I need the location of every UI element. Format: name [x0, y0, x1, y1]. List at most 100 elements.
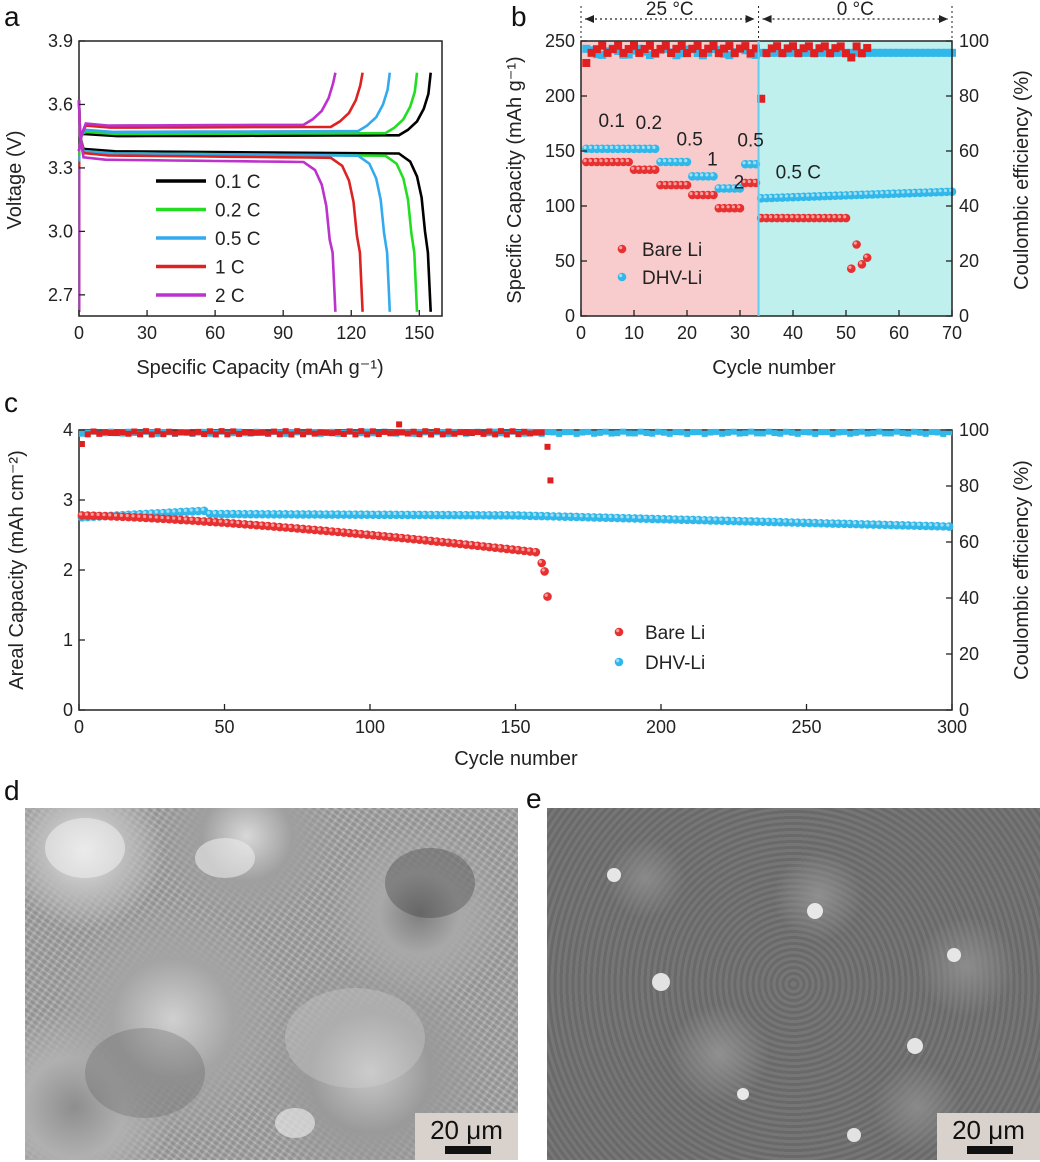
chart-c-series-group: [77, 421, 954, 601]
capacity-dhv-point-shine: [224, 511, 228, 515]
ce-bare-square: [842, 49, 850, 58]
capacity-bare-point-shine: [160, 515, 164, 520]
legend-marker-shine: [619, 246, 623, 250]
capacity-dhv-point-shine: [282, 511, 286, 515]
legend-marker: [614, 627, 624, 637]
capacity-bare-point-shine: [451, 540, 455, 544]
capacity-dhv-point-shine: [602, 514, 607, 518]
ce-bare-square: [836, 42, 845, 51]
ce-dhv-square: [625, 430, 632, 437]
ce-dhv-square: [759, 430, 766, 437]
x-tick-label: 30: [137, 323, 157, 343]
ce-bare-square: [688, 44, 697, 53]
capacity-dhv-point-shine: [933, 189, 937, 193]
chart-b-frame: [580, 40, 953, 317]
y-tick-label: 3.3: [48, 158, 73, 178]
ce-dhv-square: [720, 49, 729, 58]
capacity-bare-point-shine: [715, 205, 720, 209]
ce-bare-square: [810, 49, 819, 58]
capacity-dhv-point-shine: [800, 193, 804, 198]
ce-dhv-square: [684, 430, 691, 437]
capacity-bare-point-shine: [305, 526, 310, 530]
y-right-tick-label: 20: [959, 251, 979, 271]
scale-bar-e-line: [967, 1146, 1013, 1154]
ce-bare-square: [201, 431, 208, 438]
capacity-bare-tail-point-shine: [538, 560, 542, 564]
ce-bare-square: [276, 431, 283, 438]
capacity-bare-point-shine: [509, 546, 513, 550]
ce-bare-square: [603, 48, 612, 57]
x-tick-label: 20: [677, 323, 697, 343]
ce-dhv-square: [870, 430, 877, 437]
capacity-dhv-point-shine: [439, 512, 444, 516]
ce-bare-square: [762, 49, 771, 58]
capacity-dhv-point-shine: [784, 194, 789, 198]
capacity-bare-point-shine: [300, 525, 304, 530]
discharge-curve-0.5C: [77, 100, 392, 312]
ce-bare-square: [820, 42, 829, 51]
capacity-bare-point-shine: [282, 524, 286, 528]
capacity-dhv-point-shine: [893, 522, 898, 526]
capacity-bare-point-shine: [288, 524, 292, 529]
ce-bare-square: [857, 49, 866, 58]
ce-bare-square: [757, 94, 766, 103]
ce-bare-square: [433, 428, 440, 435]
capacity-bare-point-shine: [183, 517, 187, 521]
ce-bare-square: [704, 44, 713, 53]
sem-image-bare-li: 20 μm: [25, 808, 518, 1160]
scale-bar-e: 20 μm: [937, 1113, 1040, 1160]
capacity-dhv-point-shine: [271, 511, 275, 515]
ce-dhv-square: [585, 428, 592, 435]
capacity-dhv-point-shine: [806, 519, 810, 524]
capacity-dhv-point-shine: [869, 191, 873, 195]
ce-bare-square: [399, 429, 406, 436]
capacity-bare-point-shine: [241, 521, 246, 525]
ce-dhv-square: [637, 428, 644, 435]
y-tick-label: 100: [545, 196, 575, 216]
capacity-dhv-point-shine: [364, 511, 368, 515]
ce-dhv-square: [754, 430, 761, 437]
capacity-bare-point-shine: [486, 544, 490, 548]
capacity-dhv-point-shine: [323, 511, 327, 515]
capacity-dhv-point-shine: [434, 512, 438, 516]
capacity-bare-point-shine: [457, 540, 461, 545]
capacity-dhv-point-shine: [253, 511, 257, 515]
ce-bare-square: [375, 431, 382, 438]
ce-bare-square: [794, 49, 803, 58]
capacity-bare-point-shine: [346, 530, 350, 534]
rate-label: 2: [734, 172, 745, 193]
capacity-dhv-point-shine: [486, 512, 490, 516]
capacity-dhv-point-shine: [492, 512, 496, 516]
capacity-dhv-point-shine: [779, 194, 783, 198]
capacity-bare-point-shine: [515, 547, 519, 551]
charge-curve-0.5C: [77, 72, 392, 152]
ce-dhv-square: [649, 430, 656, 437]
capacity-dhv-point-shine: [636, 145, 640, 149]
ce-bare-square: [108, 430, 115, 437]
ce-bare-square: [778, 49, 787, 58]
x-tick-label: 120: [336, 323, 366, 343]
y-tick-label: 3.0: [48, 221, 73, 241]
ce-dhv-square: [767, 48, 776, 57]
capacity-dhv-point-shine: [832, 192, 836, 196]
ce-dhv-square: [835, 429, 842, 436]
capacity-bare-point-shine: [731, 205, 736, 209]
capacity-dhv-point-shine: [736, 518, 740, 522]
capacity-dhv-point-shine: [195, 508, 199, 512]
capacity-bare-point-shine: [96, 512, 100, 517]
capacity-bare-point-shine: [265, 523, 269, 527]
capacity-dhv-point-shine: [608, 514, 612, 519]
ce-dhv-square: [916, 48, 925, 57]
ce-bare-square: [767, 44, 776, 53]
ce-dhv-square: [836, 48, 845, 57]
capacity-dhv-point-shine: [550, 513, 554, 517]
ce-bare-square: [160, 431, 167, 438]
ce-dhv-square: [812, 430, 819, 437]
x-tick-label: 0: [74, 323, 84, 343]
capacity-bare-point-shine: [474, 542, 478, 546]
capacity-dhv-point-shine: [694, 173, 698, 177]
capacity-bare-point-shine: [726, 205, 730, 209]
chart-b-legend: Bare Li DHV-Li: [617, 240, 702, 289]
region-label-25C: 25 °C: [646, 0, 694, 20]
